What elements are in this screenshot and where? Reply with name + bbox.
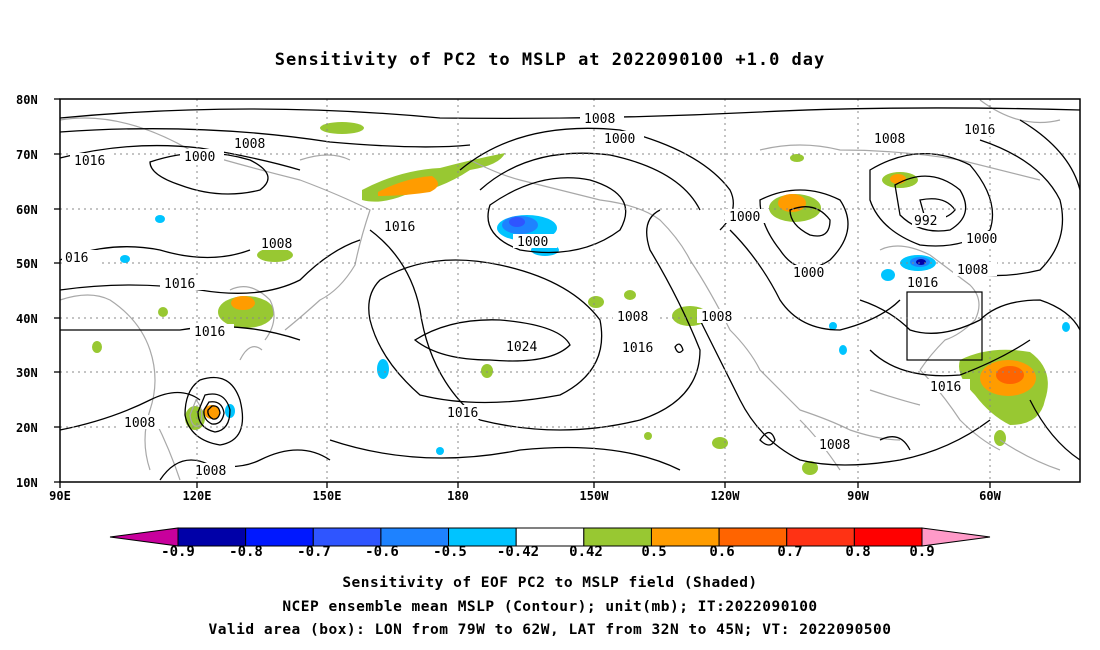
contour-labels: 1008 1016 1000 1008 1000 1008 1016 1016 …	[62, 111, 1006, 479]
lon-label: 60W	[979, 489, 1001, 503]
shaded-sensitivity-regions	[92, 122, 1070, 475]
contour-label: 1016	[622, 341, 653, 356]
contour-label: 1008	[195, 464, 226, 479]
colorbar-label: -0.8	[229, 544, 263, 560]
contour-label: 1008	[819, 438, 850, 453]
contour-label: 1016	[74, 154, 105, 169]
plot-title: Sensitivity of PC2 to MSLP at 2022090100…	[274, 50, 826, 70]
lat-label: 20N	[16, 421, 38, 435]
caption-line-3: Valid area (box): LON from 79W to 62W, L…	[208, 622, 892, 638]
contour-label: 1016	[384, 220, 415, 235]
colorbar-label: -0.9	[161, 544, 195, 560]
contour-label: 1008	[261, 237, 292, 252]
contour-label: 1016	[930, 380, 961, 395]
colorbar-label: -0.6	[365, 544, 399, 560]
contour-label: 1016	[164, 277, 195, 292]
lon-label: 150W	[580, 489, 610, 503]
colorbar-label: -0.7	[297, 544, 331, 560]
contour-label: 1000	[517, 235, 548, 250]
positive-sensitivity-patches	[92, 122, 1048, 475]
contour-label: 1016	[964, 123, 995, 138]
contour-label: 1024	[506, 340, 537, 355]
map-frame	[59, 98, 1081, 483]
contour-label: 1000	[184, 150, 215, 165]
contour-label: 992	[914, 214, 937, 229]
lon-label: 150E	[313, 489, 342, 503]
lat-label: 10N	[16, 476, 38, 490]
colorbar-high-end	[921, 527, 991, 547]
contour-label: 1008	[234, 137, 265, 152]
longitude-labels: 90E 120E 150E 180 150W 120W 90W 60W	[49, 489, 1001, 503]
colorbar-label: 0.5	[641, 544, 666, 560]
valid-area-box	[906, 291, 983, 361]
lat-label: 30N	[16, 366, 38, 380]
colorbar-label: 0.6	[709, 544, 734, 560]
contour-label: 1008	[617, 310, 648, 325]
lat-lon-gridlines	[60, 99, 1080, 482]
contour-label: 1000	[966, 232, 997, 247]
lat-label: 50N	[16, 257, 38, 271]
colorbar-labels: -0.9 -0.8 -0.7 -0.6 -0.5 -0.42 0.42 0.5 …	[161, 544, 935, 560]
caption-line-2: NCEP ensemble mean MSLP (Contour); unit(…	[282, 599, 818, 615]
contour-label: 1000	[729, 210, 760, 225]
colorbar: -0.9 -0.8 -0.7 -0.6 -0.5 -0.42 0.42 0.5 …	[109, 527, 991, 560]
lat-label: 60N	[16, 203, 38, 217]
contour-label: 1008	[957, 263, 988, 278]
lon-label: 90E	[49, 489, 71, 503]
contour-label: 1016	[194, 325, 225, 340]
contour-label: 1008	[874, 132, 905, 147]
colorbar-label: 0.42	[569, 544, 603, 560]
colorbar-label: 0.8	[845, 544, 870, 560]
caption-line-1: Sensitivity of EOF PC2 to MSLP field (Sh…	[342, 575, 758, 591]
colorbar-label: 0.7	[777, 544, 802, 560]
colorbar-label: -0.5	[433, 544, 467, 560]
colorbar-label: -0.42	[497, 544, 539, 560]
lon-label: 90W	[847, 489, 869, 503]
lon-label: 120E	[183, 489, 212, 503]
contour-label: 1016	[907, 276, 938, 291]
contour-label: 1000	[604, 132, 635, 147]
lon-label: 120W	[711, 489, 741, 503]
contour-label: 1008	[701, 310, 732, 325]
axis-ticks	[54, 98, 991, 488]
contour-label: 1008	[124, 416, 155, 431]
contour-label: 016	[65, 251, 88, 266]
contour-label: 1000	[793, 266, 824, 281]
lat-label: 70N	[16, 148, 38, 162]
colorbar-segments	[177, 527, 923, 547]
contour-label: 1016	[447, 406, 478, 421]
lon-label: 180	[447, 489, 469, 503]
latitude-labels: 80N 70N 60N 50N 40N 30N 20N 10N	[16, 93, 38, 490]
coastlines	[59, 99, 1061, 481]
lat-label: 80N	[16, 93, 38, 107]
contour-label: 1008	[584, 112, 615, 127]
colorbar-label: 0.9	[909, 544, 934, 560]
lat-label: 40N	[16, 312, 38, 326]
